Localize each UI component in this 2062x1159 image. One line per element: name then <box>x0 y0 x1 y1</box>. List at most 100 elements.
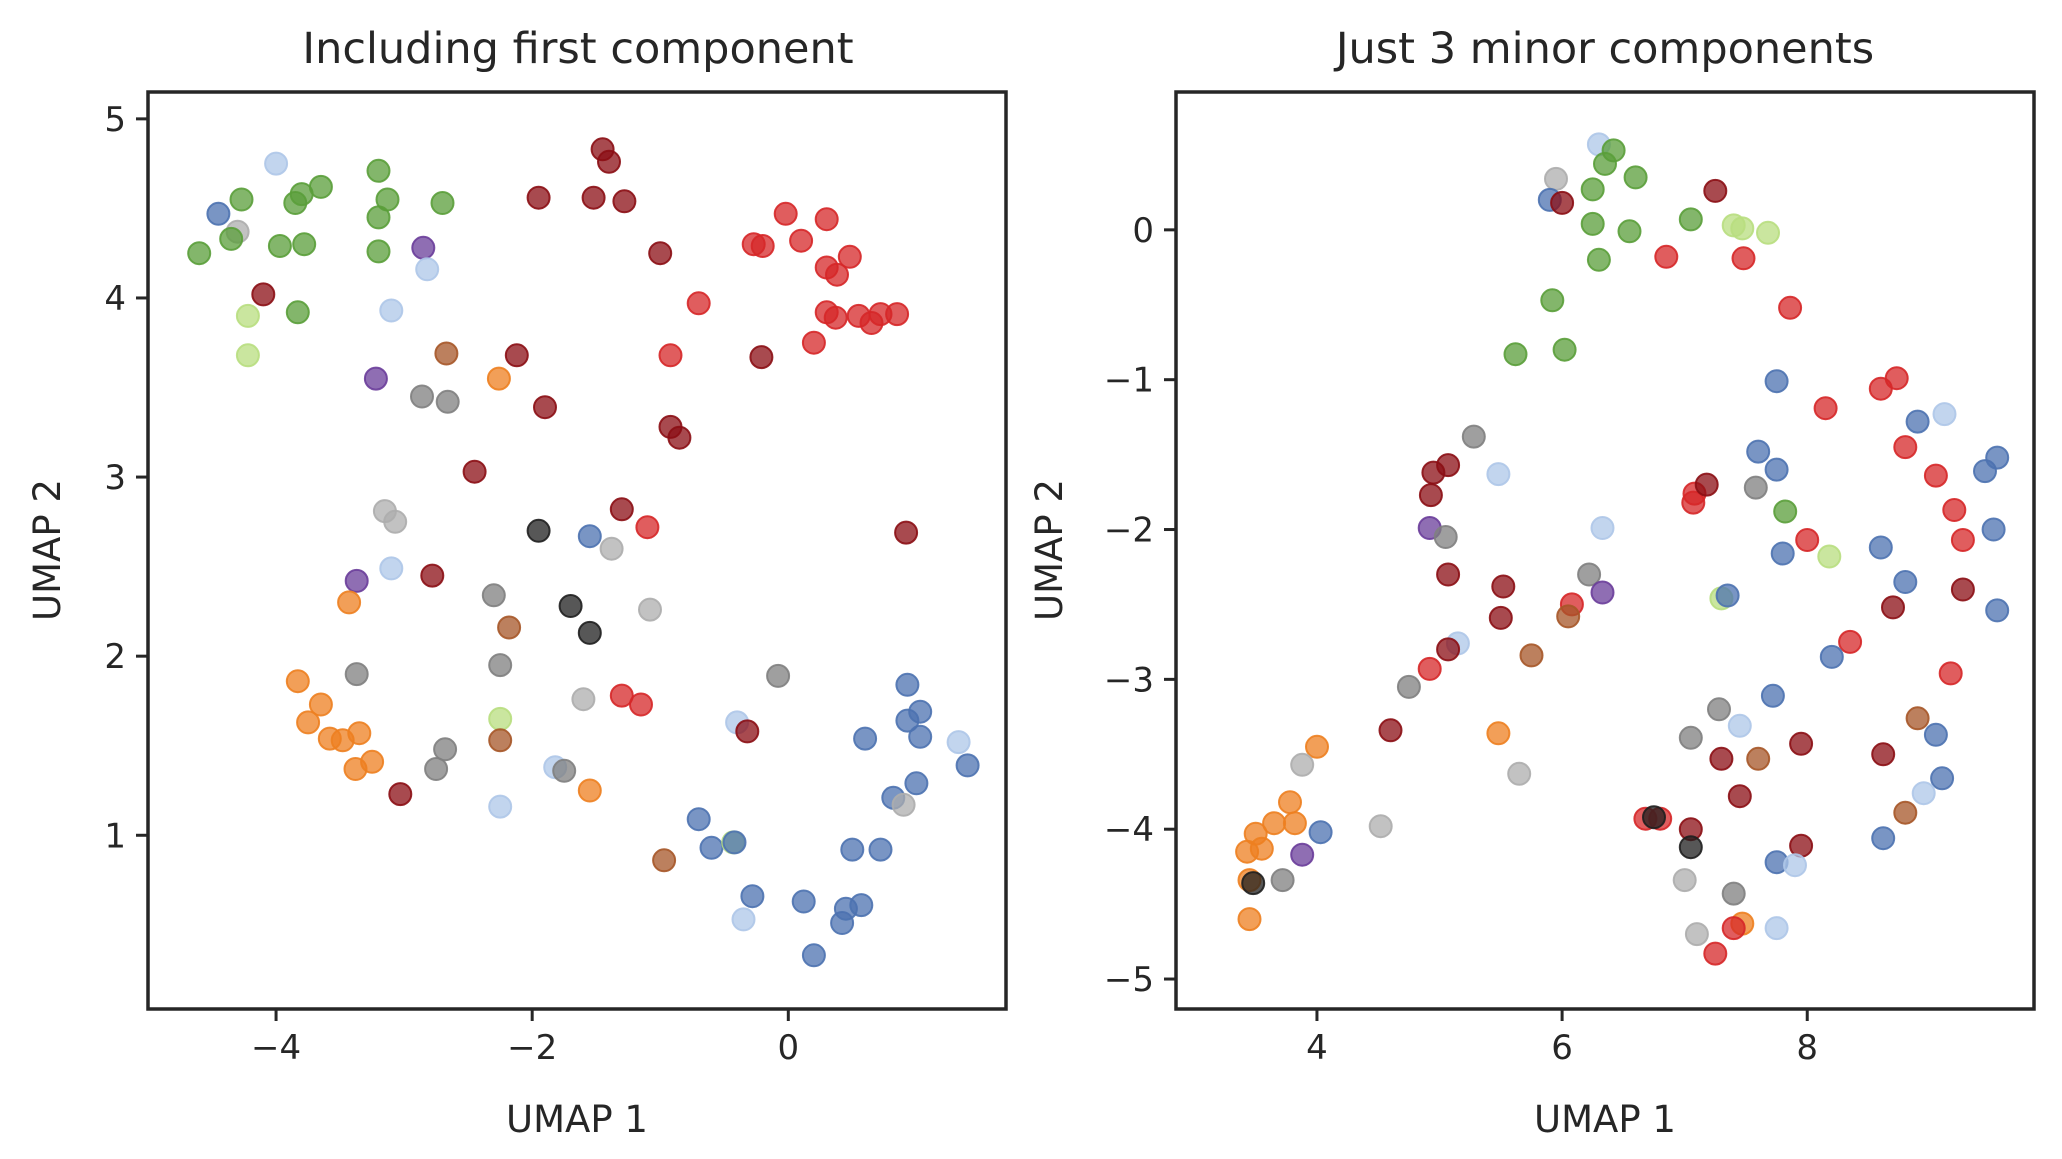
left-scatter-point-58 <box>383 509 408 534</box>
right-y-tick-label: −3 <box>1104 660 1154 700</box>
right-scatter-point-44 <box>1905 706 1930 731</box>
left-y-axis-label: UMAP 2 <box>26 479 69 621</box>
right-scatter-point-38 <box>1893 570 1918 594</box>
left-scatter-point-28 <box>526 185 551 210</box>
right-scatter-point-118 <box>1290 842 1315 867</box>
right-scatter-point-81 <box>1715 583 1740 608</box>
left-scatter-point-39 <box>667 425 692 450</box>
right-scatter-point-23 <box>1813 396 1838 421</box>
left-scatter-point-54 <box>885 302 910 327</box>
right-scatter-point-89 <box>1727 784 1752 809</box>
right-scatter-point-71 <box>1681 490 1706 515</box>
left-scatter-point-84 <box>388 782 413 807</box>
right-plot-frame <box>1174 90 2036 1011</box>
left-x-tick-label: 0 <box>777 1028 799 1068</box>
left-scatter-point-63 <box>481 583 506 608</box>
right-scatter-point-43 <box>1923 722 1948 747</box>
left-scatter-point-113 <box>853 726 878 751</box>
left-scatter-point-40 <box>749 345 774 370</box>
right-scatter-point-58 <box>1491 574 1516 599</box>
left-scatter-point-21 <box>415 257 440 282</box>
left-scatter-point-2 <box>219 226 244 251</box>
right-scatter-point-88 <box>1746 746 1771 771</box>
left-scatter-point-97 <box>735 719 760 744</box>
right-scatter-point-45 <box>1871 742 1896 767</box>
right-scatter-point-11 <box>1654 244 1679 269</box>
left-scatter-point-0 <box>206 201 231 226</box>
right-subplot: Just 3 minor components 4 6 8 0 −1 −2 −3 −4 −5 U… <box>1028 24 2036 1141</box>
right-scatter-point-15 <box>1730 216 1755 241</box>
left-scatter-point-66 <box>577 524 602 549</box>
right-y-tick-label: −1 <box>1104 361 1154 401</box>
left-scatter-point-59 <box>379 556 404 581</box>
left-scatter-point-103 <box>740 884 765 909</box>
right-scatter-point-18 <box>1778 295 1803 320</box>
left-scatter-point-86 <box>424 757 449 781</box>
left-scatter-point-9 <box>267 234 292 258</box>
left-scatter-point-31 <box>581 185 606 210</box>
left-scatter-point-77 <box>308 692 333 717</box>
left-scatter-point-33 <box>504 343 529 368</box>
left-scatter-point-41 <box>773 201 798 226</box>
left-scatter-point-117 <box>908 724 933 749</box>
right-scatter-point-61 <box>1436 637 1461 662</box>
right-scatter-point-63 <box>1396 674 1421 699</box>
right-scatter-point-101 <box>1721 916 1746 941</box>
right-scatter-point-98 <box>1672 868 1697 893</box>
left-scatter-point-101 <box>722 830 747 855</box>
right-scatter-point-19 <box>1540 288 1565 313</box>
left-scatter-point-45 <box>789 228 814 253</box>
left-scatter-point-105 <box>766 663 791 688</box>
left-x-tick-label: −2 <box>507 1028 557 1068</box>
left-scatter-point-4 <box>187 241 212 266</box>
right-scatter-point-8 <box>1580 211 1605 236</box>
right-scatter-point-3 <box>1623 165 1648 190</box>
right-scatter-point-116 <box>1249 836 1274 861</box>
left-scatter-point-13 <box>235 343 260 368</box>
right-scatter-point-83 <box>1789 731 1814 756</box>
right-scatter-point-52 <box>1421 460 1446 485</box>
right-scatter-point-13 <box>1703 178 1728 203</box>
right-scatter-point-74 <box>1764 457 1789 482</box>
left-scatter-point-20 <box>411 235 436 260</box>
left-scatter-point-56 <box>462 459 487 484</box>
right-scatter-point-113 <box>1282 811 1307 836</box>
left-scatter-point-48 <box>837 244 862 269</box>
right-scatter-point-46 <box>1930 766 1955 791</box>
left-scatter-point-104 <box>731 907 756 932</box>
right-scatter-point-68 <box>1590 580 1615 605</box>
left-chart-title: Including first component <box>302 24 853 74</box>
right-scatter-point-82 <box>1760 683 1785 708</box>
left-scatter-point-81 <box>347 721 372 746</box>
right-scatter-point-53 <box>1486 462 1511 487</box>
left-scatter-point-47 <box>825 262 849 287</box>
right-scatter-point-57 <box>1436 562 1461 587</box>
right-scatter-point-79 <box>1817 544 1842 569</box>
right-y-axis-label: UMAP 2 <box>1028 479 1071 621</box>
right-scatter-point-50 <box>1461 424 1486 449</box>
left-scatter-point-11 <box>251 282 276 307</box>
right-scatter-point-34 <box>1950 528 1975 552</box>
left-scatter-point-50 <box>823 305 848 330</box>
right-scatter-point-56 <box>1433 525 1458 549</box>
left-subplot: Including first component −4 −2 0 1 2 3 4 5 UMA… <box>26 24 1008 1141</box>
right-scatter-point-104 <box>1764 916 1789 941</box>
left-scatter-point-42 <box>814 207 839 232</box>
right-scatter-point-111 <box>1278 790 1302 815</box>
right-scatter-point-4 <box>1544 166 1568 191</box>
left-scatter-point-34 <box>533 395 557 420</box>
left-scatter-point-68 <box>609 497 634 522</box>
right-scatter-point-78 <box>1770 541 1795 566</box>
right-x-axis-label: UMAP 1 <box>1534 1098 1676 1141</box>
left-scatter-point-74 <box>344 662 369 687</box>
right-scatter-point-54 <box>1418 483 1443 508</box>
left-scatter-point-88 <box>488 728 513 753</box>
right-scatter-point-17 <box>1731 246 1756 271</box>
right-scatter-point-31 <box>1985 445 2010 470</box>
right-scatter-point-29 <box>1923 463 1948 488</box>
right-scatter-point-107 <box>1507 761 1532 786</box>
left-scatter-point-78 <box>296 710 321 735</box>
left-scatter-point-18 <box>366 239 391 264</box>
left-scatter-point-35 <box>648 241 673 266</box>
right-scatter-point-66 <box>1556 604 1581 629</box>
